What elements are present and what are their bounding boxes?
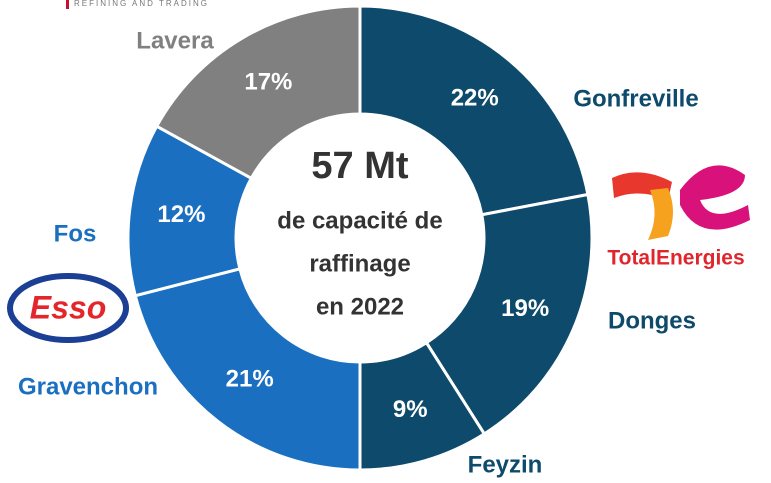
esso-logo: Esso <box>7 273 129 343</box>
slice <box>154 4 362 181</box>
value-label: 9% <box>393 396 428 423</box>
center-text: 57 Mt de capacité de raffinage en 2022 <box>277 145 442 320</box>
center-line: de capacité de <box>277 207 442 234</box>
center-line: en 2022 <box>316 293 404 320</box>
logo-text: Esso <box>30 289 106 325</box>
value-label: 17% <box>244 68 292 95</box>
category-label: Gonfreville <box>573 85 698 112</box>
value-label: 19% <box>501 295 549 322</box>
center-line: 57 Mt <box>311 145 408 187</box>
center-line: raffinage <box>309 250 410 277</box>
value-label: 21% <box>226 366 274 393</box>
category-label: Gravenchon <box>18 373 158 400</box>
slice <box>133 267 362 472</box>
header-text: REFINING AND TRADING <box>74 0 209 8</box>
category-label: Fos <box>54 220 97 247</box>
category-label: Donges <box>608 307 696 334</box>
header-bar <box>66 0 69 9</box>
category-label: Feyzin <box>468 451 543 478</box>
category-label: Lavera <box>136 27 214 54</box>
value-label: 12% <box>157 201 205 228</box>
logo-text: TotalEnergies <box>607 247 744 270</box>
value-label: 22% <box>451 85 499 112</box>
slice <box>358 4 590 217</box>
totalenergies-logo: TotalEnergies <box>607 165 750 270</box>
slice <box>424 192 594 436</box>
